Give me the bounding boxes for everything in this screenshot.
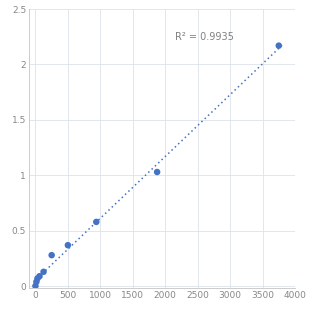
Point	[41, 269, 46, 274]
Point	[94, 219, 99, 224]
Point	[34, 279, 39, 284]
Point	[35, 276, 40, 281]
Point	[66, 243, 71, 248]
Point	[155, 169, 160, 174]
Point	[49, 253, 54, 258]
Point	[37, 274, 42, 279]
Point	[33, 284, 38, 289]
Text: R² = 0.9935: R² = 0.9935	[175, 32, 234, 42]
Point	[276, 43, 281, 48]
